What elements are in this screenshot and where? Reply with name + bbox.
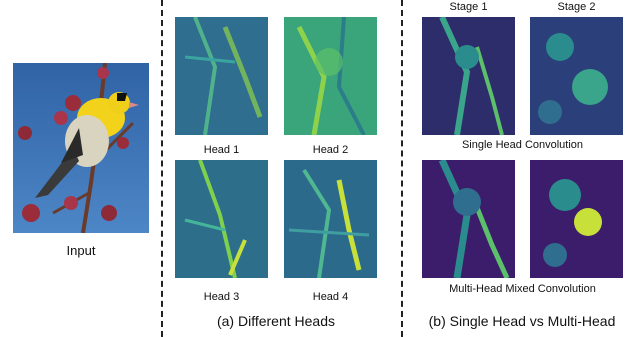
- divider-left: [161, 0, 163, 337]
- single-stage-1-map: [422, 17, 515, 135]
- head-1-map: [175, 17, 268, 135]
- single-head-label: Single Head Convolution: [461, 139, 584, 151]
- head-3-label: Head 3: [203, 291, 240, 303]
- head-4-map: [284, 160, 377, 278]
- head-2-label: Head 2: [312, 144, 349, 156]
- input-bird-photo: [13, 63, 149, 233]
- head-4-label: Head 4: [312, 291, 349, 303]
- multi-head-label: Multi-Head Mixed Convolution: [449, 283, 596, 295]
- multi-stage-1-map: [422, 160, 515, 278]
- head-1-label: Head 1: [203, 144, 240, 156]
- head-2-map: [284, 17, 377, 135]
- multi-stage-2-map: [530, 160, 623, 278]
- single-stage-2-map: [530, 17, 623, 135]
- divider-right: [401, 0, 403, 337]
- caption-single-vs-multi: (b) Single Head vs Multi-Head: [428, 313, 616, 329]
- input-label: Input: [66, 243, 96, 258]
- stage-1-label: Stage 1: [449, 1, 488, 13]
- stage-2-label: Stage 2: [557, 1, 596, 13]
- caption-different-heads: (a) Different Heads: [216, 313, 335, 329]
- head-3-map: [175, 160, 268, 278]
